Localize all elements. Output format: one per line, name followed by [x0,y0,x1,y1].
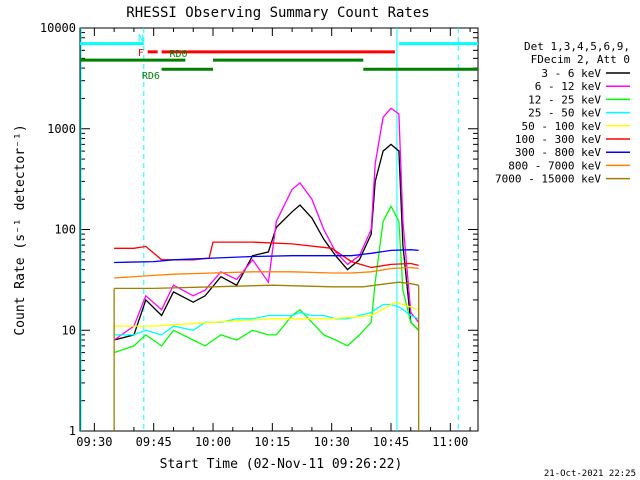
series-line-25-50-kev [114,303,419,336]
legend-entry: 12 - 25 keV [528,93,601,106]
series-line-12-25-kev [113,204,420,354]
legend-entry: 3 - 6 keV [541,67,601,80]
y-tick-label: 1 [69,424,76,438]
legend-entry: 25 - 50 keV [528,107,601,120]
axes: 09:30 09:45 10:00 10:15 10:30 10:45 11:00 1 10 10… [40,21,479,449]
x-tick-label: 09:45 [136,435,172,449]
series-line-100-300-kev [114,241,419,269]
legend-entry: 100 - 300 keV [515,133,601,146]
y-tick-label: 100 [54,223,76,237]
mode-label-rd6: RD6 [142,71,160,82]
chart-title: RHESSI Observing Summary Count Rates [126,5,429,21]
mode-label-f: F [138,48,144,59]
legend-header: Det 1,3,4,5,6,9, [524,40,630,53]
series-line-800-7000-kev [114,266,419,279]
mode-bars: NF RD0 RD6 [80,34,478,82]
series-line-300-800-kev [114,249,419,264]
y-tick-label: 1000 [47,122,76,136]
legend-header: FDecim 2, Att 0 [531,53,630,66]
mode-label-rd0: RD0 [170,49,188,60]
x-tick-label: 09:30 [76,435,112,449]
x-tick-label: 10:30 [314,435,350,449]
vertical-markers [80,28,459,431]
series-line-3-6-kev [113,143,420,341]
y-axis-label: Count Rate (s⁻¹ detector⁻¹) [13,124,28,335]
series-line-7000-15000-kev [114,281,419,290]
legend-entry: 800 - 7000 keV [508,159,601,172]
legend-entry: 50 - 100 keV [522,120,602,133]
series-lines [113,107,420,431]
legend-entry: 7000 - 15000 keV [495,173,601,186]
x-tick-label: 10:00 [195,435,231,449]
legend: Det 1,3,4,5,6,9,FDecim 2, Att 03 - 6 keV… [495,40,630,186]
y-tick-label: 10000 [40,21,76,35]
timestamp-label: 21-Oct-2021 22:25 [544,469,636,479]
series-line-50-100-kev [114,301,419,327]
series-line-6-12-kev [113,107,420,341]
y-tick-label: 10 [62,323,76,337]
legend-entry: 300 - 800 keV [515,146,601,159]
x-tick-label: 10:45 [373,435,409,449]
x-tick-label: 10:15 [254,435,290,449]
x-tick-label: 11:00 [432,435,468,449]
x-axis-label: Start Time (02-Nov-11 09:26:22) [160,457,403,472]
mode-label-n: N [138,34,144,45]
legend-entry: 6 - 12 keV [535,80,602,93]
